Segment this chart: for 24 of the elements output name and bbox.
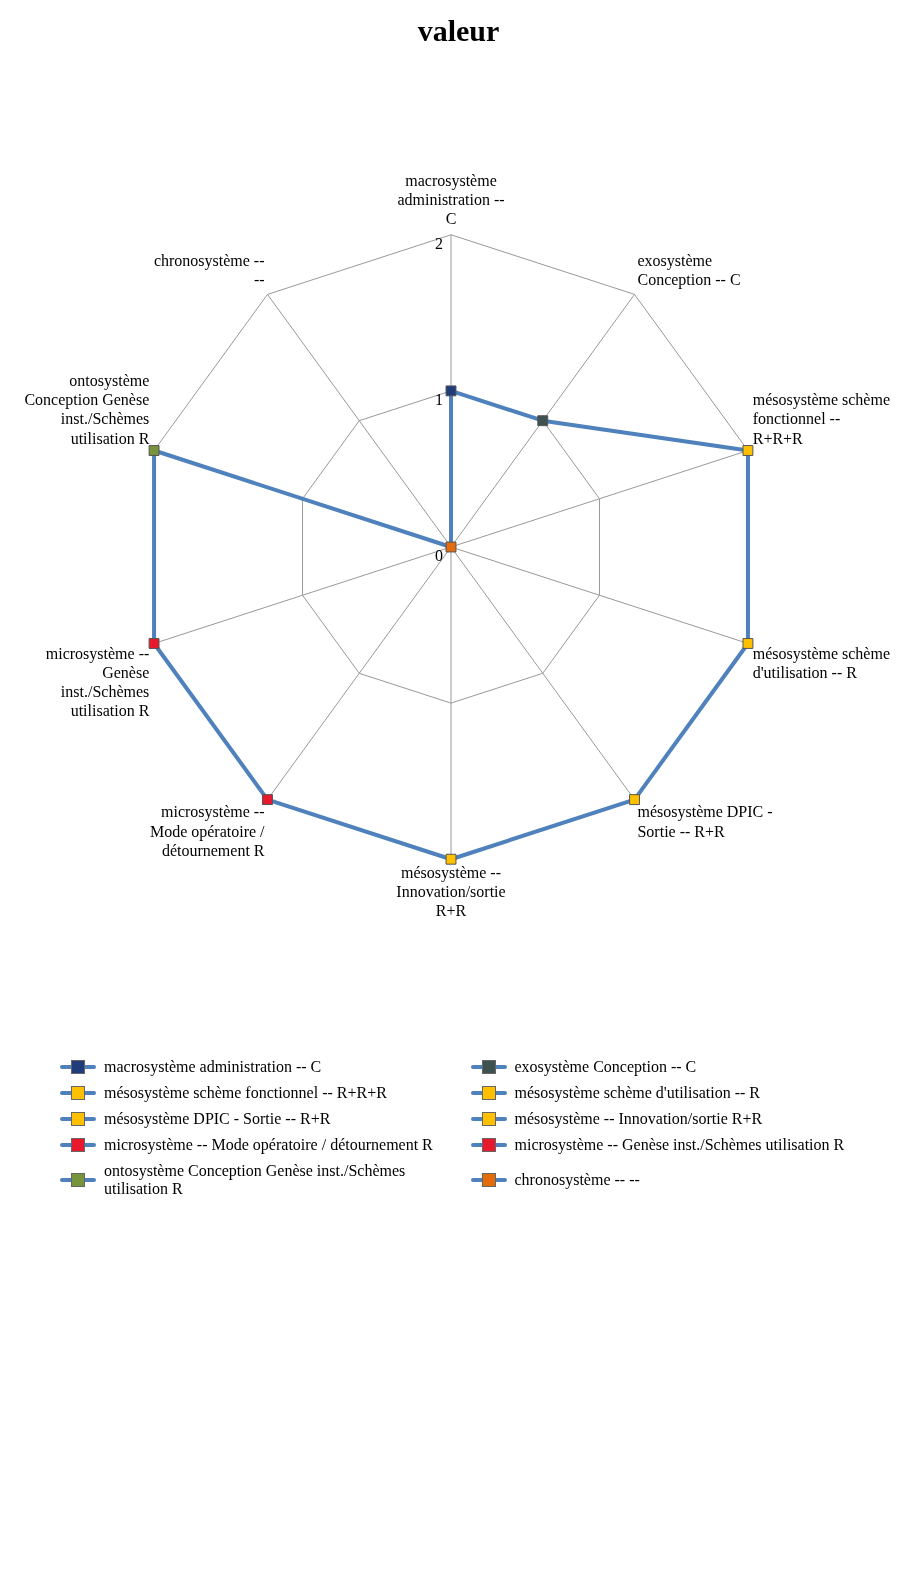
category-label: mésosystème schème fonctionnel -- R+R+R bbox=[104, 1084, 387, 1101]
category-label: macrosystème administration -- C bbox=[104, 1058, 322, 1075]
category-label: chronosystème -- -- bbox=[514, 1171, 640, 1188]
spoke-label: mésosystème schème d'utilisation -- R bbox=[752, 644, 890, 682]
spoke-label: microsystème -- Mode opératoire / détournement R bbox=[149, 803, 266, 859]
category-label: microsystème -- Genèse inst./Schèmes utilisation R bbox=[514, 1136, 845, 1153]
spoke-label: mésosystème DPIC - Sortie -- R+R bbox=[637, 803, 773, 840]
spoke-label: macrosystème administration -- C bbox=[397, 171, 505, 228]
spoke-label: microsystème -- Genèse inst./Schèmes utilisation R bbox=[45, 644, 150, 720]
category-label: ontosystème Conception Genèse inst./Schèmes utilisation R bbox=[104, 1162, 406, 1197]
spoke-label: mésosystème -- Innovation/sortie R+R bbox=[396, 864, 506, 920]
spoke-label: mésosystème schème fonctionnel -- R+R+R bbox=[752, 391, 890, 447]
spoke-label: exosystème Conception -- C bbox=[637, 251, 741, 289]
spoke-label: chronosystème -- -- bbox=[153, 251, 265, 288]
category-label: exosystème Conception -- C bbox=[514, 1058, 697, 1075]
y-tick-label: 0 bbox=[435, 547, 443, 565]
y-tick-label: 1 bbox=[435, 391, 443, 409]
category-label: mésosystème -- Innovation/sortie R+R bbox=[514, 1110, 763, 1127]
spoke-label: ontosystème Conception Genèse inst./Schèmes utilisation R bbox=[24, 371, 150, 447]
category-label: microsystème -- Mode opératoire / détournement R bbox=[104, 1136, 433, 1153]
category-label: mésosystème schème d'utilisation -- R bbox=[514, 1084, 761, 1101]
y-tick-label: 2 bbox=[435, 234, 443, 252]
chart-title: valeur bbox=[416, 14, 501, 48]
category-label: mésosystème DPIC - Sortie -- R+R bbox=[104, 1110, 331, 1127]
